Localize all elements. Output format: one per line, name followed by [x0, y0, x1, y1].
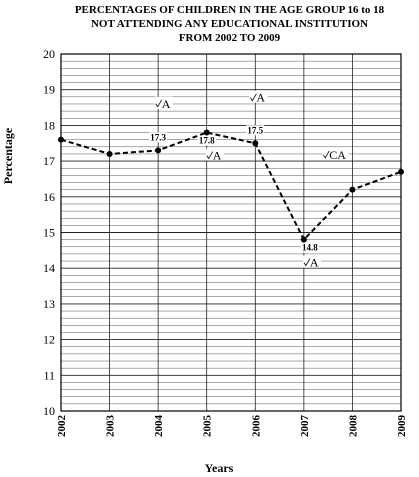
data-label-bg [246, 125, 265, 136]
annotation-text: A [310, 256, 319, 270]
chart-title-line-3: FROM 2002 TO 2009 [178, 32, 281, 44]
y-axis-ticks: 10 11 12 13 14 15 16 17 18 19 20 [43, 47, 55, 418]
data-label: 17.3 [150, 132, 166, 142]
x-tick-label: 2008 [347, 415, 359, 438]
chart-title: PERCENTAGES OF CHILDREN IN THE AGE GROUP… [40, 3, 419, 45]
annotation-text: A [213, 149, 222, 163]
annotation: CA [322, 147, 349, 162]
data-point [349, 186, 356, 193]
data-label-bg [149, 132, 168, 143]
y-tick-label: 11 [43, 368, 55, 382]
series-line [60, 131, 402, 242]
x-axis-ticks: 2002 2003 2004 2005 2006 2007 2008 2009 [56, 415, 408, 438]
data-label: 14.8 [302, 243, 318, 253]
annotation-text: CA [329, 148, 346, 162]
y-tick-label: 19 [43, 83, 55, 97]
annotation-text: A [162, 97, 171, 111]
annotation: A [205, 148, 224, 163]
annotation-bg [249, 90, 268, 103]
annotation: A [249, 90, 268, 105]
data-series [58, 129, 404, 243]
x-tick-label: 2007 [299, 415, 311, 438]
check-mark-icon [250, 93, 257, 102]
annotations: A A A CA A [154, 90, 349, 270]
data-point [58, 136, 64, 143]
y-tick-label: 10 [43, 404, 55, 418]
annotation-bg [302, 255, 321, 268]
data-label: 17.5 [247, 125, 263, 135]
y-tick-label: 15 [43, 226, 55, 240]
x-tick-label: 2009 [396, 415, 408, 438]
y-tick-label: 16 [43, 190, 55, 204]
y-tick-label: 20 [43, 47, 55, 61]
data-label-bg [300, 242, 319, 253]
x-tick-label: 2006 [250, 415, 262, 438]
chart-title-line-1: PERCENTAGES OF CHILDREN IN THE AGE GROUP… [74, 4, 385, 16]
y-tick-label: 13 [43, 297, 55, 311]
data-label-bg [197, 135, 216, 146]
annotation-bg [322, 147, 349, 160]
y-axis-title: Percentage [1, 127, 15, 184]
x-tick-label: 2004 [153, 415, 165, 438]
x-tick-label: 2003 [105, 415, 117, 438]
x-tick-label: 2002 [56, 415, 68, 438]
data-point [300, 236, 307, 243]
y-tick-label: 12 [43, 333, 55, 347]
annotation-bg [154, 96, 173, 109]
data-labels: 17.3 17.8 17.5 14.8 [149, 125, 319, 253]
annotation-text: A [256, 91, 265, 105]
data-point [106, 150, 113, 157]
grid [60, 53, 402, 412]
check-mark-icon [206, 151, 214, 160]
check-mark-icon [155, 99, 163, 108]
data-point [203, 129, 210, 136]
x-axis-title: Years [205, 461, 234, 475]
plot-frame [60, 53, 402, 412]
annotation: A [302, 255, 321, 270]
y-tick-label: 17 [43, 154, 55, 168]
data-point [252, 140, 259, 147]
data-label: 17.8 [199, 136, 215, 146]
annotation: A [154, 96, 173, 111]
y-tick-label: 18 [43, 118, 55, 132]
check-mark-icon [322, 150, 330, 159]
y-tick-label: 14 [43, 261, 55, 275]
x-tick-label: 2005 [202, 415, 214, 438]
data-point [398, 168, 404, 175]
data-point [155, 147, 162, 154]
check-mark-icon [303, 258, 311, 267]
annotation-bg [205, 148, 224, 161]
chart-title-line-2: NOT ATTENDING ANY EDUCATIONAL INSTITUTIO… [90, 18, 369, 30]
